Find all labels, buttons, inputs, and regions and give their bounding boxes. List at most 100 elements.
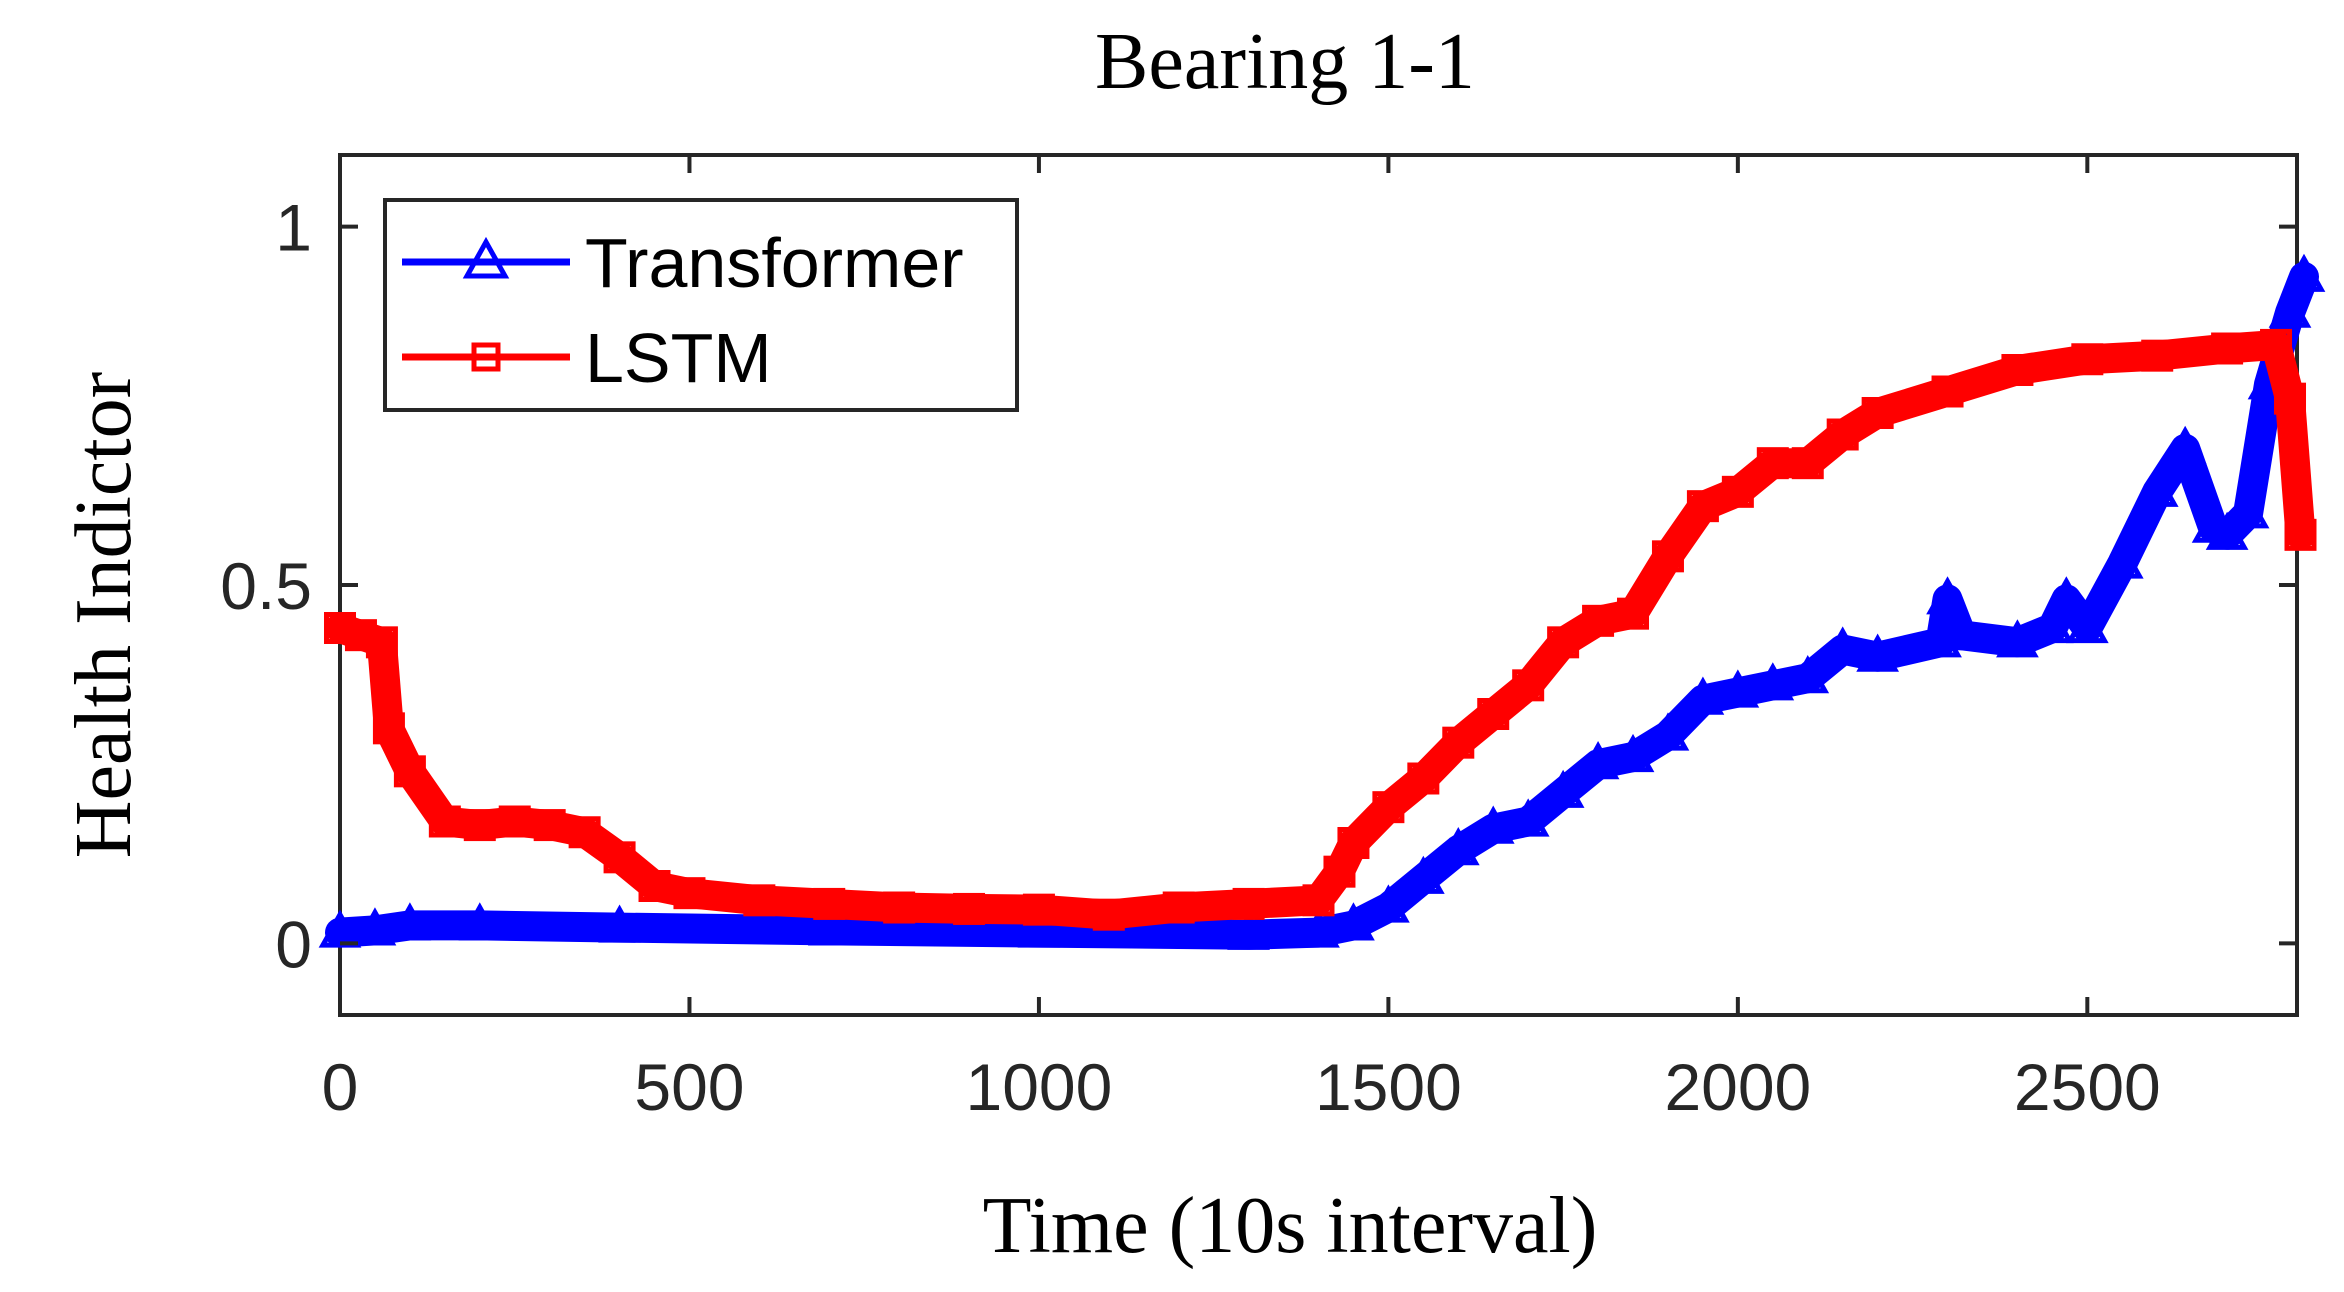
lstm-point [1547, 626, 1580, 659]
lstm-point [1651, 540, 1684, 573]
transformer-point [1611, 733, 1655, 773]
lstm-point [2141, 339, 2174, 372]
transformer-point [2282, 253, 2326, 292]
transformer-point [1940, 612, 1983, 651]
lstm-point [2260, 328, 2293, 361]
lstm-point [498, 805, 531, 838]
transformer-point [2135, 468, 2179, 507]
lstm-point [1686, 490, 1719, 523]
legend-box [383, 198, 1019, 412]
transformer-point [2205, 511, 2249, 550]
transformer-point [353, 907, 397, 946]
transformer-point [1821, 626, 1865, 665]
lstm-point [344, 619, 377, 652]
transformer-point [1926, 576, 1969, 615]
lstm-point [1442, 726, 1475, 759]
y-tick-label: 0 [275, 907, 312, 981]
lstm-point [1477, 698, 1510, 730]
lstm-point [638, 870, 671, 902]
transformer-point [2268, 289, 2312, 328]
transformer-point [388, 902, 432, 941]
lstm-point [743, 884, 776, 917]
lstm-point [2274, 382, 2307, 415]
transformer-point [1367, 884, 1410, 923]
legend: Transformer LSTM [383, 198, 1019, 412]
transformer-point [1681, 676, 1725, 715]
legend-label-transformer: Transformer [585, 224, 964, 302]
lstm-point [463, 809, 496, 842]
transformer-point [1541, 769, 1585, 808]
transformer-point [1017, 909, 1061, 948]
legend-marker-lstm [471, 342, 501, 372]
lstm-point [1337, 827, 1370, 859]
lstm-point [1022, 893, 1055, 926]
lstm-point [1302, 884, 1335, 917]
transformer-point [1786, 655, 1830, 694]
series-lstm [324, 328, 2317, 931]
transformer-point [1996, 619, 2039, 658]
transformer-point [1716, 669, 1760, 708]
lstm-point [2284, 518, 2317, 551]
transformer-point [1297, 909, 1340, 948]
lstm-point [673, 877, 706, 910]
y-tick-label: 1 [275, 191, 312, 265]
lstm-point [1372, 791, 1405, 824]
x-tick-label: 1500 [1315, 1050, 1462, 1124]
transformer-point [598, 904, 641, 943]
transformer-point [1576, 741, 1620, 780]
lstm-point [365, 626, 398, 659]
lstm-point [1826, 418, 1859, 451]
lstm-point [2211, 332, 2244, 365]
lstm-point [1092, 898, 1125, 931]
lstm-point [1756, 447, 1789, 480]
lstm-point [1407, 762, 1440, 795]
lstm-point [813, 887, 846, 920]
lstm-point [2071, 343, 2104, 376]
transformer-line [325, 261, 2319, 950]
lstm-point [1791, 447, 1824, 480]
legend-marker-transformer [462, 236, 510, 279]
transformer-point [2100, 540, 2144, 579]
x-tick-label: 1000 [966, 1050, 1113, 1124]
axis-ticks: 0 500 1000 1500 2000 2500 0 0.5 1 [220, 155, 2297, 1124]
transformer-point [1856, 633, 1900, 672]
lstm-point [324, 612, 356, 644]
lstm-point [568, 816, 601, 849]
transformer-point [2065, 604, 2109, 644]
lstm-point [1617, 597, 1650, 630]
lstm-point [2001, 354, 2034, 386]
transformer-point [1227, 911, 1270, 950]
transformer-point [2163, 425, 2207, 464]
transformer-point [2226, 490, 2270, 529]
lstm-point [1721, 475, 1754, 508]
transformer-point [2031, 604, 2074, 644]
y-tick-label: 0.5 [220, 549, 312, 623]
lstm-point [1512, 669, 1545, 702]
lstm-point [533, 809, 566, 842]
x-tick-label: 2500 [2014, 1050, 2161, 1124]
transformer-point [1401, 855, 1445, 894]
transformer-point [1751, 662, 1795, 701]
lstm-point [1931, 375, 1964, 408]
x-tick-label: 500 [634, 1050, 744, 1124]
transformer-point [1471, 805, 1515, 844]
chart-title: Bearing 1-1 [1095, 18, 1475, 106]
x-tick-label: 0 [322, 1050, 359, 1124]
lstm-point [372, 712, 405, 745]
lstm-point [1582, 604, 1615, 637]
transformer-point [807, 907, 851, 946]
lstm-point [1861, 397, 1894, 429]
transformer-point [1332, 902, 1375, 941]
x-axis-title: Time (10s interval) [983, 1182, 1598, 1270]
series-layer [318, 253, 2326, 950]
series-transformer [318, 253, 2326, 950]
lstm-point [1162, 891, 1195, 924]
lstm-point [393, 755, 426, 788]
transformer-point [458, 902, 502, 941]
lstm-point [953, 892, 986, 925]
lstm-point [883, 891, 916, 924]
y-axis-title: Health Indictor [60, 372, 148, 858]
transformer-point [1436, 827, 1480, 866]
transformer-point [2044, 576, 2088, 615]
